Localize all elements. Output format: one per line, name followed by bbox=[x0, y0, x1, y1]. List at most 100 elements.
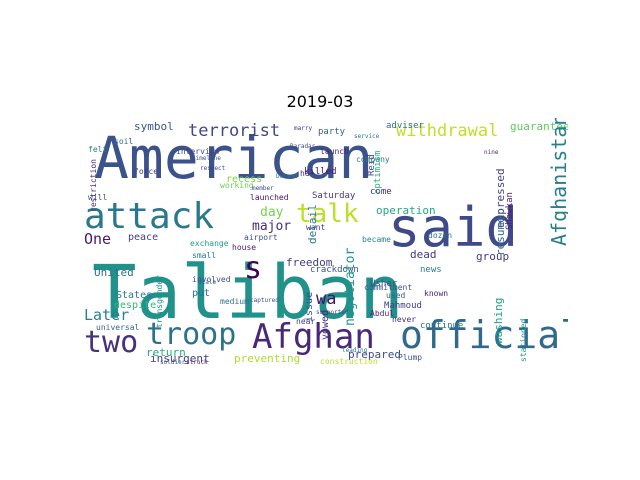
word: Baradar bbox=[290, 143, 316, 150]
word: marry bbox=[294, 125, 312, 132]
word: transgender bbox=[155, 275, 164, 328]
word: despite bbox=[114, 300, 156, 311]
word: member bbox=[252, 185, 274, 192]
word: company bbox=[356, 155, 390, 164]
word: States bbox=[116, 290, 152, 301]
word: negotiator bbox=[343, 248, 358, 326]
word: Afghanistan bbox=[547, 118, 568, 246]
word: expressed bbox=[494, 168, 507, 228]
word: adviser bbox=[386, 121, 425, 131]
word: vowed bbox=[320, 310, 331, 340]
word: working bbox=[220, 181, 254, 190]
word: scale bbox=[198, 279, 216, 286]
word: One bbox=[84, 230, 111, 248]
word: s bbox=[244, 251, 262, 286]
word: captured bbox=[250, 297, 279, 304]
word: optimism bbox=[373, 151, 383, 194]
word: involved bbox=[192, 275, 231, 284]
word: two bbox=[84, 325, 138, 360]
word-cloud-background bbox=[80, 118, 568, 364]
word: withdrawal bbox=[396, 121, 498, 141]
word: felt bbox=[88, 145, 107, 154]
word: peace bbox=[128, 232, 158, 243]
word: became bbox=[362, 235, 391, 244]
word: construction bbox=[320, 357, 378, 364]
word: issue bbox=[304, 292, 315, 322]
word: party bbox=[318, 127, 346, 137]
word: restriction bbox=[89, 159, 98, 212]
word-cloud: Taliban American said attack Afghan offi… bbox=[80, 118, 568, 364]
word: service bbox=[354, 133, 380, 140]
word: prepared bbox=[348, 348, 401, 361]
word: crackdown bbox=[310, 265, 359, 275]
word: United bbox=[94, 266, 134, 279]
word: continue bbox=[420, 321, 463, 331]
word: said bbox=[388, 196, 518, 259]
word: Mahmoud bbox=[384, 301, 422, 311]
word: freedom bbox=[286, 256, 333, 269]
word: nine bbox=[484, 149, 499, 156]
word: dead bbox=[410, 248, 437, 261]
word: exchange bbox=[190, 239, 229, 248]
word: Saturday bbox=[312, 191, 356, 201]
word: detail bbox=[306, 204, 319, 244]
word: Usher bbox=[370, 279, 398, 289]
word: airport bbox=[244, 233, 278, 242]
word: group bbox=[476, 250, 509, 263]
word: medium bbox=[220, 297, 249, 306]
word: timeline bbox=[192, 155, 221, 162]
word: terrorist bbox=[188, 121, 280, 141]
word: commitment bbox=[364, 283, 412, 292]
word: Reid bbox=[367, 154, 377, 176]
word: never bbox=[392, 315, 416, 324]
word: dozen bbox=[428, 231, 452, 240]
word: major bbox=[252, 219, 291, 234]
word: come bbox=[370, 187, 392, 197]
word: soil bbox=[114, 137, 133, 146]
word: day bbox=[260, 205, 284, 220]
word: washing bbox=[492, 298, 505, 344]
word: return bbox=[146, 346, 186, 359]
word: universal bbox=[96, 323, 140, 332]
word: resume bbox=[494, 216, 507, 256]
word: put bbox=[192, 288, 210, 299]
word: troop bbox=[146, 317, 236, 352]
word: preventing bbox=[234, 352, 300, 364]
word: wa bbox=[316, 289, 336, 309]
word: near bbox=[296, 317, 315, 326]
word: want bbox=[306, 223, 325, 232]
word: attack bbox=[84, 196, 214, 237]
word: launch bbox=[320, 147, 349, 156]
word: known bbox=[424, 289, 448, 298]
word: soldier bbox=[160, 359, 186, 364]
word: used bbox=[386, 291, 405, 300]
word: house bbox=[232, 243, 256, 252]
word: stationed bbox=[519, 318, 528, 362]
word: launched bbox=[250, 193, 289, 202]
word: interview bbox=[176, 147, 220, 156]
word: force bbox=[134, 167, 158, 176]
word: supported bbox=[316, 309, 349, 316]
word: news bbox=[420, 265, 442, 275]
word: killed bbox=[304, 167, 337, 177]
word: Durand bbox=[276, 173, 298, 180]
word: American bbox=[94, 124, 373, 192]
word: leading bbox=[342, 347, 368, 354]
word: symbol bbox=[134, 120, 174, 133]
word: ha bbox=[300, 169, 310, 178]
word: guarantee bbox=[510, 120, 568, 133]
word: will bbox=[88, 193, 107, 202]
word: Plump bbox=[398, 353, 422, 362]
word: Later bbox=[84, 306, 129, 324]
word: recess bbox=[226, 174, 262, 185]
word: struck bbox=[186, 359, 208, 364]
word: Abdul bbox=[370, 309, 394, 318]
word: Afghan bbox=[252, 317, 375, 357]
word: Taliban bbox=[92, 250, 404, 336]
word: talk bbox=[296, 199, 359, 229]
chart-title: 2019-03 bbox=[286, 92, 354, 111]
word: operation bbox=[376, 204, 436, 217]
word: official bbox=[400, 313, 568, 357]
word: small bbox=[192, 251, 216, 260]
